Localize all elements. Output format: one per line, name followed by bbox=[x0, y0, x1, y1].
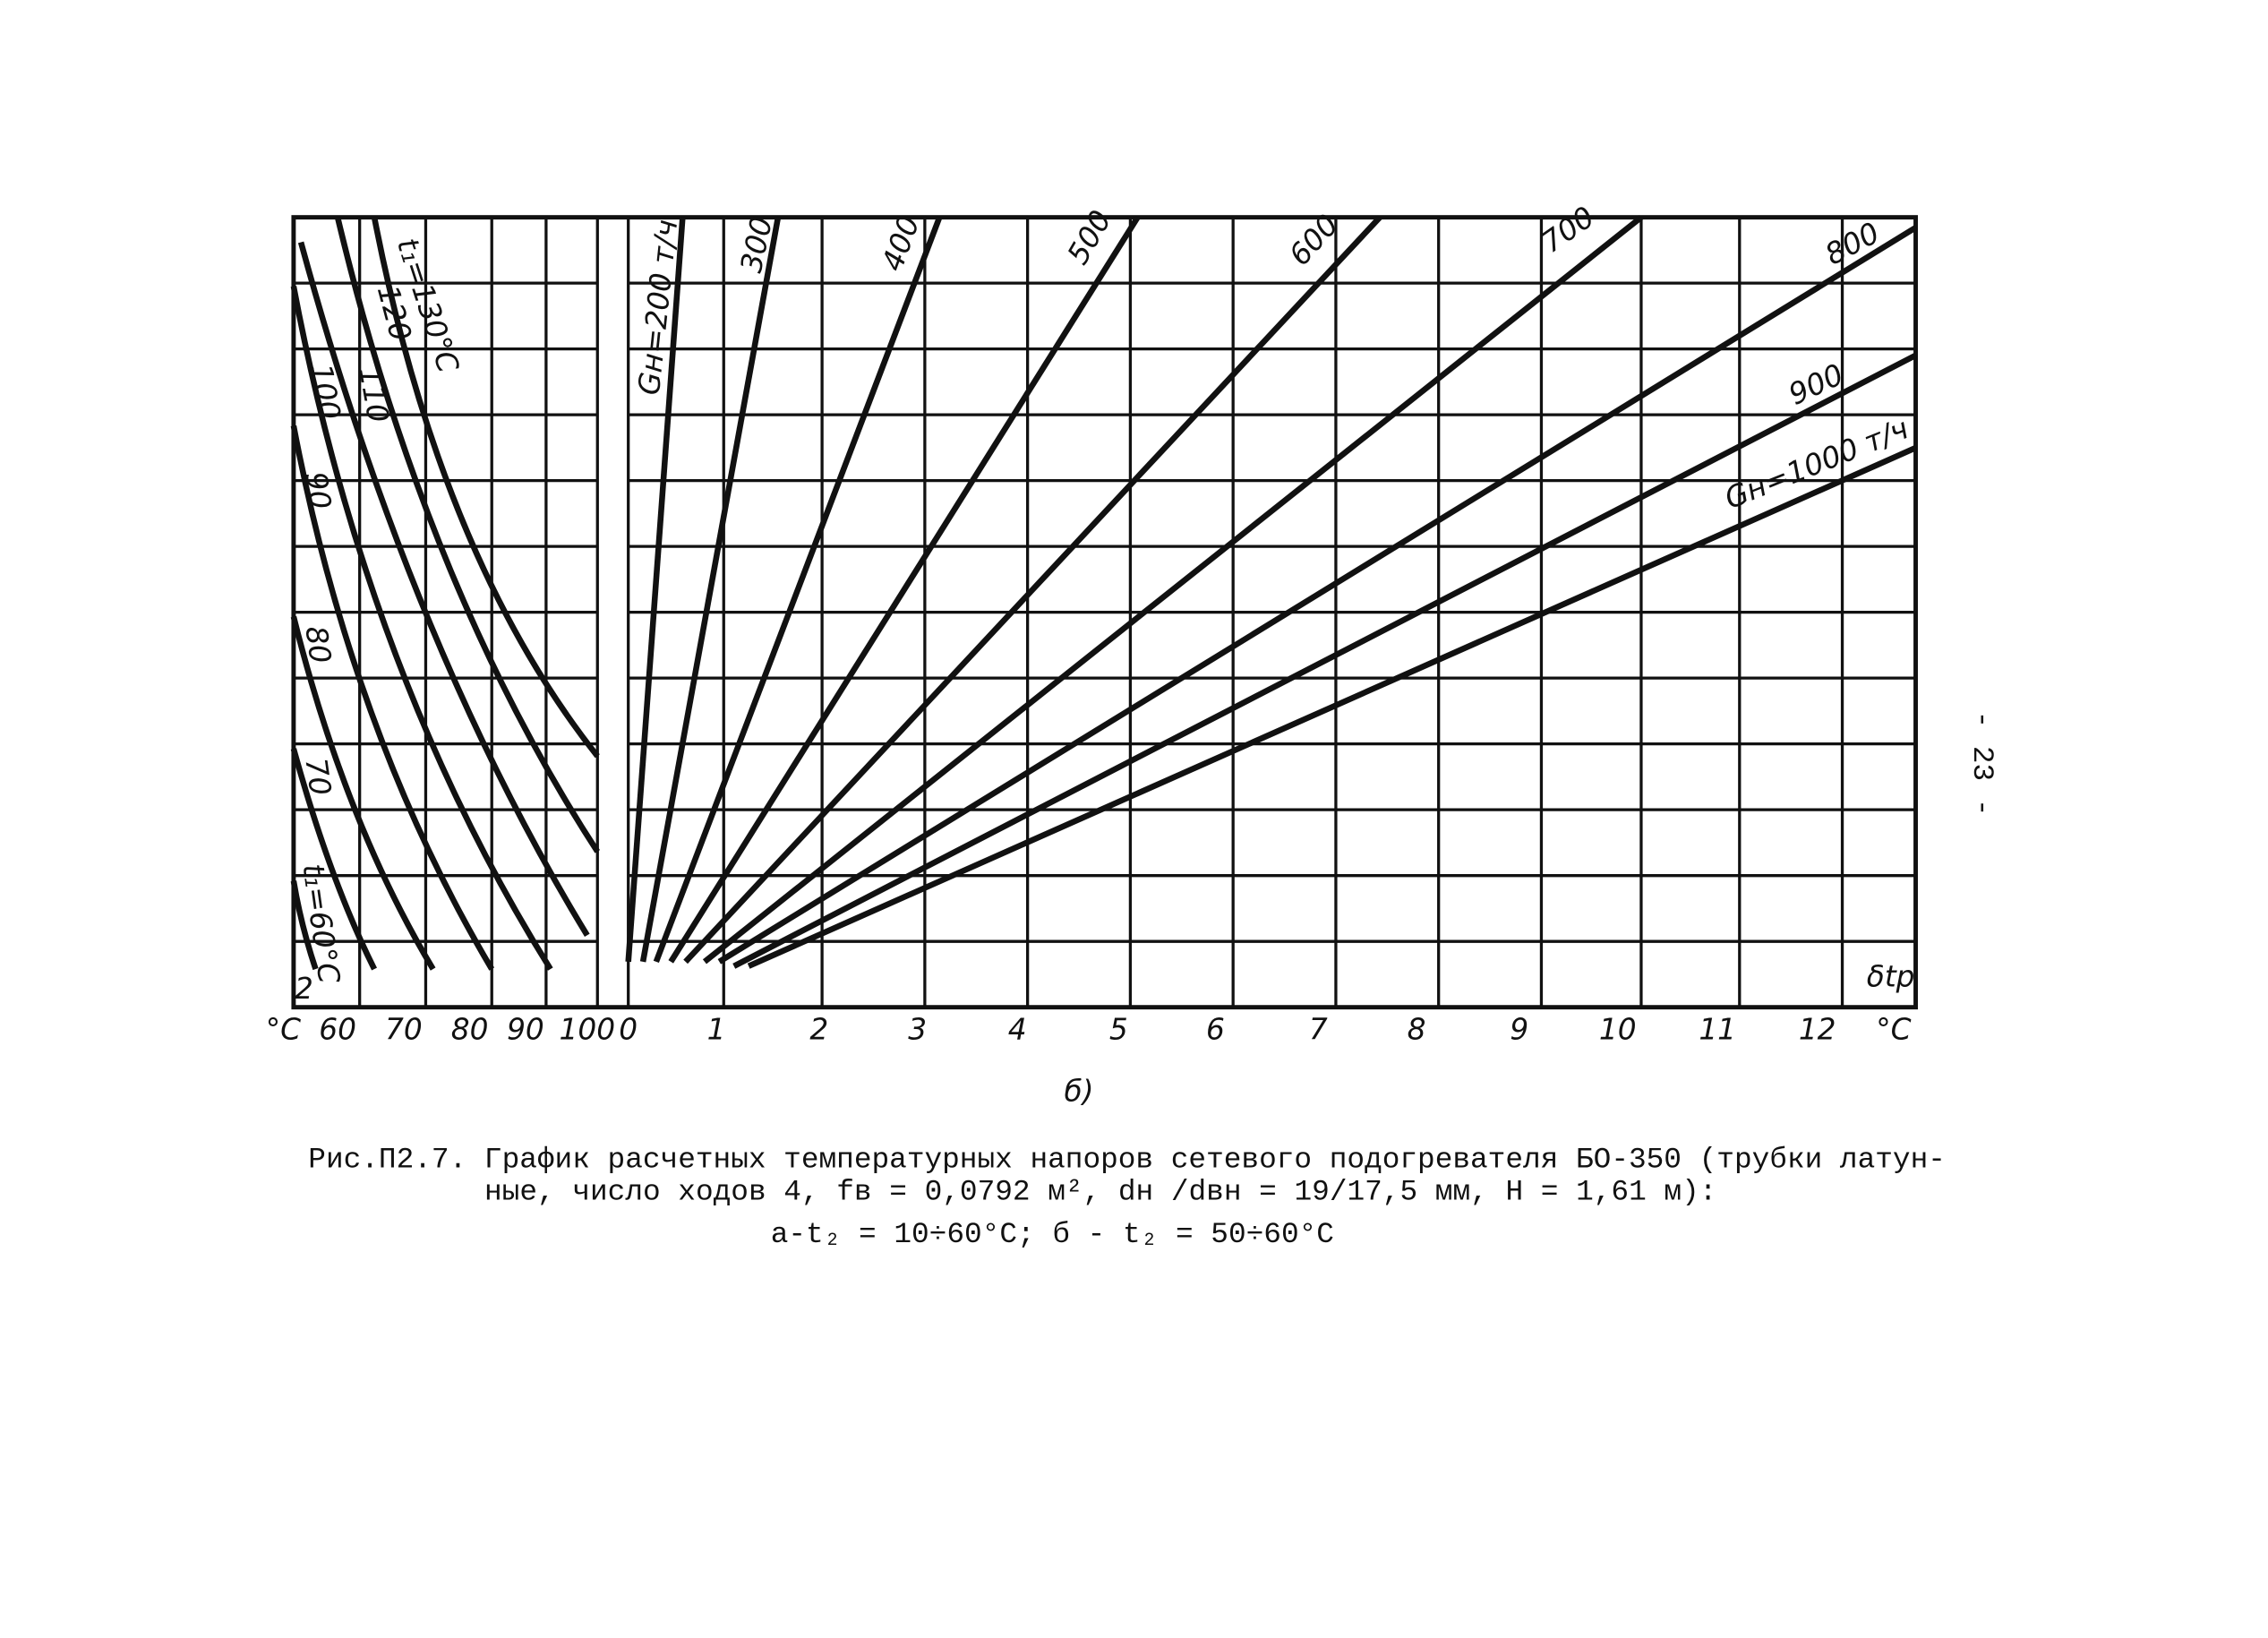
page-number: - 23 - bbox=[1965, 711, 1998, 817]
curve-label: 70 bbox=[298, 756, 337, 798]
x-tick-label: 4 bbox=[1008, 1013, 1027, 1047]
x-tick-label: 80 bbox=[451, 1013, 489, 1047]
x-tick-label: 12 bbox=[1799, 1013, 1836, 1047]
x-tick-label: 3 bbox=[908, 1013, 927, 1047]
curve bbox=[683, 215, 1382, 965]
x-tick-label: 5 bbox=[1109, 1013, 1128, 1047]
curve bbox=[297, 241, 590, 938]
grid bbox=[291, 215, 1918, 1010]
x-tick-label: 10 bbox=[1599, 1013, 1637, 1047]
small-label: 2 bbox=[295, 972, 313, 1006]
curve bbox=[290, 425, 495, 971]
curve bbox=[747, 445, 1917, 969]
curve bbox=[290, 748, 378, 971]
curve bbox=[371, 217, 600, 759]
curve bbox=[334, 216, 601, 853]
curve bbox=[717, 225, 1918, 965]
x-tick-label: 70 bbox=[385, 1013, 423, 1047]
x-tick-label: °C bbox=[266, 1013, 301, 1047]
curve bbox=[668, 215, 1141, 964]
x-tick-label: 60 bbox=[319, 1013, 356, 1047]
panel-label: б) bbox=[1065, 1075, 1094, 1109]
caption-line: а-t₂ = 10÷60°C; б - t₂ = 50÷60°C bbox=[771, 1218, 1334, 1251]
curve bbox=[290, 286, 553, 971]
curve bbox=[653, 216, 943, 964]
curve bbox=[702, 215, 1643, 965]
curve-label: 90 bbox=[298, 469, 337, 511]
curves bbox=[290, 215, 1918, 971]
curve bbox=[732, 352, 1918, 969]
curve bbox=[625, 217, 686, 963]
x-tick-label: 0 bbox=[619, 1013, 638, 1047]
x-tick-label: 7 bbox=[1309, 1013, 1328, 1047]
x-tick-label: 90 bbox=[507, 1013, 544, 1047]
curve bbox=[290, 880, 319, 971]
x-tick-label: 1 bbox=[707, 1013, 726, 1047]
x-tick-label: 11 bbox=[1699, 1013, 1736, 1047]
x-tick-label: 100 bbox=[560, 1013, 616, 1047]
x-tick-label: °C bbox=[1876, 1013, 1911, 1047]
curve bbox=[639, 217, 782, 963]
x-tick-label: 6 bbox=[1206, 1013, 1225, 1047]
axis-label: δtр bbox=[1867, 960, 1915, 994]
x-tick-label: 8 bbox=[1408, 1013, 1426, 1047]
curve-label: 80 bbox=[298, 624, 337, 666]
x-tick-label: 9 bbox=[1510, 1013, 1528, 1047]
caption-line: Рис.П2.7. График расчетных температурных… bbox=[308, 1143, 1946, 1176]
x-tick-label: 2 bbox=[809, 1013, 828, 1047]
caption-line: ные, число ходов 4, fв = 0,0792 м², dн /… bbox=[484, 1175, 1716, 1208]
curve bbox=[290, 615, 436, 971]
frame bbox=[291, 215, 1918, 1010]
